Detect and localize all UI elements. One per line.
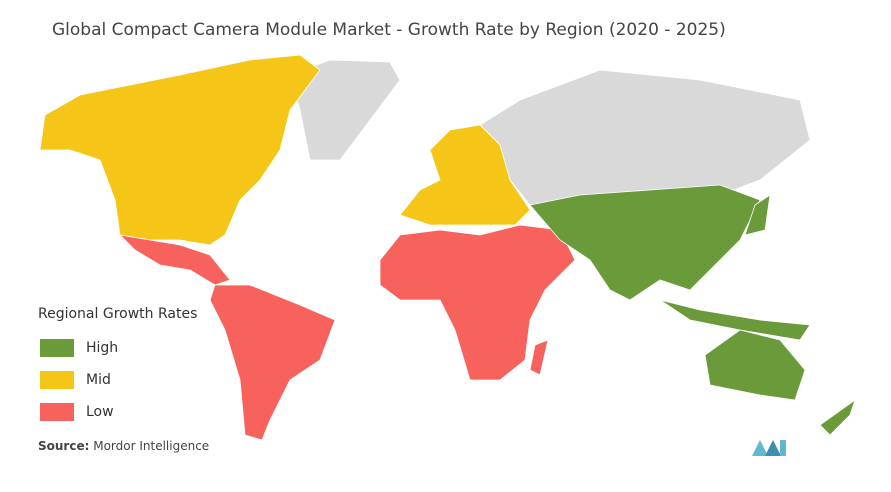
new-zealand [819, 398, 856, 436]
southeast-asia [659, 299, 811, 341]
central-america [118, 234, 231, 286]
world-map [39, 54, 856, 441]
title: Global Compact Camera Module Market - Gr… [52, 20, 726, 40]
greenland [289, 59, 401, 161]
source: Source: Mordor Intelligence [38, 439, 209, 453]
source-text: Mordor Intelligence [93, 439, 209, 453]
japan [744, 194, 771, 236]
africa-middle-east [379, 224, 576, 381]
logo-shape [765, 440, 781, 456]
legend-label: Low [86, 404, 114, 420]
logo [752, 440, 786, 456]
logo-shape [752, 440, 768, 456]
source-label: Source: [38, 439, 89, 453]
north-america [39, 54, 321, 246]
logo-shape [780, 440, 786, 456]
legend-swatch [40, 339, 74, 357]
asia [529, 184, 761, 301]
legend-title: Regional Growth Rates [38, 306, 197, 322]
madagascar [529, 339, 549, 376]
legend-swatch [40, 403, 74, 421]
legend-label: Mid [86, 372, 111, 388]
australia [704, 329, 806, 401]
legend-swatch [40, 371, 74, 389]
russia [479, 69, 811, 206]
legend: High Mid Low [40, 339, 118, 421]
legend-label: High [86, 340, 118, 356]
europe [399, 124, 531, 226]
south-america [209, 284, 336, 441]
